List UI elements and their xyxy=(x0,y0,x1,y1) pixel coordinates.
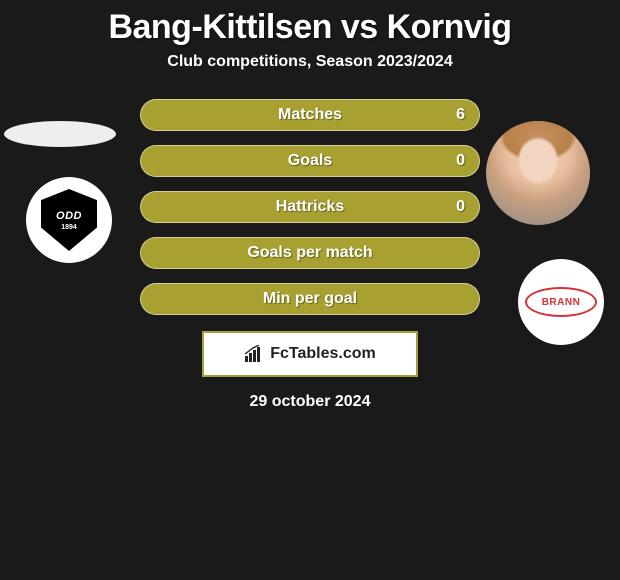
stat-label: Matches xyxy=(278,106,342,124)
stat-label: Goals xyxy=(288,152,332,170)
stat-value: 0 xyxy=(456,152,465,170)
stat-label: Min per goal xyxy=(263,290,357,308)
player-avatar-left xyxy=(4,121,116,147)
club-badge-left: ODD 1894 xyxy=(26,177,112,263)
stat-row-hattricks: Hattricks 0 xyxy=(140,191,480,223)
club-left-name: ODD xyxy=(56,210,82,222)
stat-value: 6 xyxy=(456,106,465,124)
brann-oval-icon: BRANN xyxy=(525,287,597,317)
page-date: 29 october 2024 xyxy=(0,393,620,411)
stat-label: Goals per match xyxy=(247,244,372,262)
stat-label: Hattricks xyxy=(276,198,344,216)
stat-row-goals: Goals 0 xyxy=(140,145,480,177)
brand-attribution[interactable]: FcTables.com xyxy=(202,331,418,377)
stat-row-matches: Matches 6 xyxy=(140,99,480,131)
club-right-name: BRANN xyxy=(542,297,581,308)
page-subtitle: Club competitions, Season 2023/2024 xyxy=(0,53,620,99)
club-badge-right: BRANN xyxy=(518,259,604,345)
stat-row-goals-per-match: Goals per match xyxy=(140,237,480,269)
page-title: Bang-Kittilsen vs Kornvig xyxy=(0,0,620,53)
stats-list: Matches 6 Goals 0 Hattricks 0 Goals per … xyxy=(140,99,480,315)
chart-bars-icon xyxy=(244,345,264,363)
odd-shield-icon: ODD 1894 xyxy=(41,189,97,251)
stat-row-min-per-goal: Min per goal xyxy=(140,283,480,315)
club-left-year: 1894 xyxy=(61,224,77,231)
stat-value: 0 xyxy=(456,198,465,216)
comparison-layout: ODD 1894 BRANN Matches 6 Goals 0 Hattric… xyxy=(0,99,620,411)
brand-text: FcTables.com xyxy=(270,345,376,363)
player-avatar-right xyxy=(486,121,590,225)
